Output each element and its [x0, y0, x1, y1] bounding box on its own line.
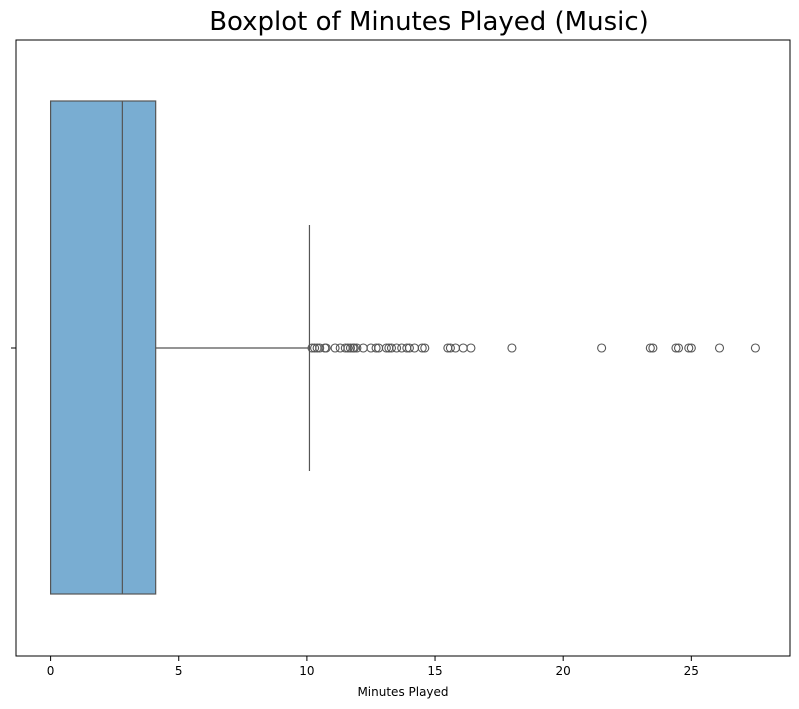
outlier-point: [310, 343, 320, 353]
outlier-point: [597, 343, 607, 353]
x-tick-label: 0: [47, 664, 55, 678]
x-axis-label: Minutes Played: [357, 685, 448, 699]
outlier-point: [381, 343, 391, 353]
outlier-point: [420, 343, 430, 353]
x-axis: 0 5 10 15 20 25: [47, 656, 699, 678]
outlier-point: [673, 343, 684, 353]
outlier-point: [345, 343, 356, 353]
outlier-point: [671, 343, 681, 353]
x-tick-label: 25: [684, 664, 699, 678]
outlier-point: [386, 343, 397, 353]
x-tick-label: 20: [556, 664, 571, 678]
outlier-point: [466, 343, 476, 353]
x-tick-label: 5: [175, 664, 183, 678]
outlier-point: [349, 343, 359, 353]
outlier-point: [445, 343, 455, 353]
outlier-point: [352, 343, 362, 353]
outlier-point: [315, 343, 325, 353]
outlier-point: [321, 343, 331, 353]
outlier-point: [409, 343, 420, 353]
x-tick-label: 10: [299, 664, 314, 678]
outlier-point: [686, 343, 696, 353]
outlier-point: [648, 343, 658, 353]
x-tick-label: 15: [427, 664, 442, 678]
chart-marks: [49, 100, 760, 595]
outlier-point: [750, 343, 760, 353]
outlier-point: [645, 343, 655, 353]
iqr-box: [49, 100, 157, 595]
outlier-point: [417, 343, 427, 353]
outlier-point: [343, 343, 353, 353]
outlier-point: [392, 343, 402, 353]
outlier-point: [450, 343, 461, 353]
outlier-point: [507, 343, 517, 353]
outlier-point: [458, 343, 468, 353]
outlier-point: [714, 343, 725, 353]
outlier-point: [371, 343, 381, 353]
chart-title: Boxplot of Minutes Played (Music): [209, 7, 649, 37]
outlier-point: [330, 343, 340, 353]
outlier-point: [684, 343, 694, 353]
outlier-point: [404, 343, 414, 353]
